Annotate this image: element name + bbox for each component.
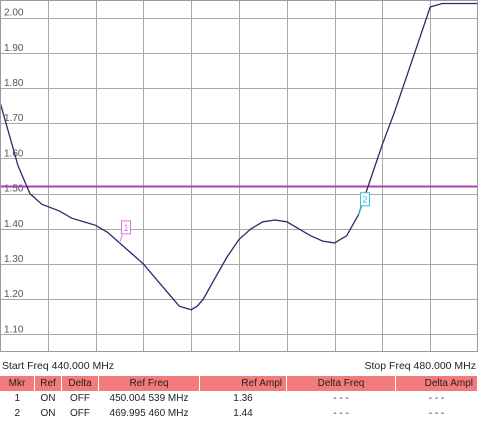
- y-tick-label: 1.80: [4, 78, 24, 89]
- y-tick-label: 1.70: [4, 113, 24, 124]
- marker-box: [121, 220, 131, 235]
- cell-delta: OFF: [70, 408, 90, 419]
- marker-box: [360, 192, 370, 207]
- table-row[interactable]: 2 ON OFF 469.995 460 MHz 1.44 - - - - - …: [0, 406, 478, 421]
- header-ref-freq: Ref Freq: [98, 376, 200, 391]
- swr-plot: 2.00 1.90 1.80 1.70 1.60 1.50 1.40 1.30 1.20 1.10…: [0, 0, 478, 352]
- frequency-span-row: Start Freq 440.000 MHz Stop Freq 480.000…: [0, 358, 478, 374]
- cell-mkr: 1: [14, 393, 21, 404]
- start-freq-label: Start Freq 440.000 MHz: [2, 360, 115, 372]
- swr-trace: [0, 2, 478, 311]
- header-mkr: Mkr: [0, 376, 35, 391]
- y-tick-label: 1.60: [4, 148, 24, 159]
- marker-pointer: [358, 206, 362, 215]
- marker-2: 2: [358, 192, 370, 215]
- cell-ref-ampl: 1.36: [233, 393, 253, 404]
- cell-delta-freq: - - -: [333, 393, 349, 404]
- cell-delta-ampl: - - -: [428, 393, 445, 404]
- header-ref: Ref: [34, 376, 62, 391]
- y-tick-labels: 2.00 1.90 1.80 1.70 1.60 1.50 1.40 1.30 1.20 1.10: [4, 8, 24, 336]
- cell-delta-ampl: - - -: [428, 408, 445, 419]
- cell-delta: OFF: [70, 393, 90, 404]
- y-tick-label: 2.00: [4, 8, 24, 19]
- marker-table: Mkr Ref Delta Ref Freq Ref Ampl Delta Fr…: [0, 376, 478, 421]
- cell-ref: ON: [40, 393, 56, 404]
- cell-ref-ampl: 1.44: [233, 408, 253, 419]
- header-delta-freq: Delta Freq: [286, 376, 396, 391]
- y-tick-label: 1.50: [4, 184, 24, 195]
- cell-ref: ON: [40, 408, 56, 419]
- marker-label: 2: [363, 195, 368, 205]
- header-ref-ampl: Ref Ampl: [199, 376, 287, 391]
- y-tick-label: 1.90: [4, 43, 24, 54]
- y-tick-label: 1.30: [4, 254, 24, 265]
- marker-pointer: [119, 234, 123, 244]
- stop-freq-label: Stop Freq 480.000 MHz: [364, 360, 476, 372]
- header-delta-ampl: Delta Ampl: [395, 376, 478, 391]
- cell-ref-freq: 450.004 539 MHz: [109, 393, 189, 404]
- marker-table-header: Mkr Ref Delta Ref Freq Ref Ampl Delta Fr…: [0, 376, 478, 391]
- cell-delta-freq: - - -: [333, 408, 349, 419]
- table-row[interactable]: 1 ON OFF 450.004 539 MHz 1.36 - - - - - …: [0, 391, 478, 406]
- marker-label: 1: [124, 223, 129, 233]
- marker-1: 1: [119, 220, 131, 244]
- cell-ref-freq: 469.995 460 MHz: [109, 408, 189, 419]
- plot-grid: [0, 0, 478, 352]
- marker-group: 12: [119, 192, 370, 244]
- y-tick-label: 1.10: [4, 324, 24, 335]
- y-tick-label: 1.40: [4, 219, 24, 230]
- cell-mkr: 2: [14, 408, 21, 419]
- header-delta: Delta: [61, 376, 99, 391]
- y-tick-label: 1.20: [4, 289, 24, 300]
